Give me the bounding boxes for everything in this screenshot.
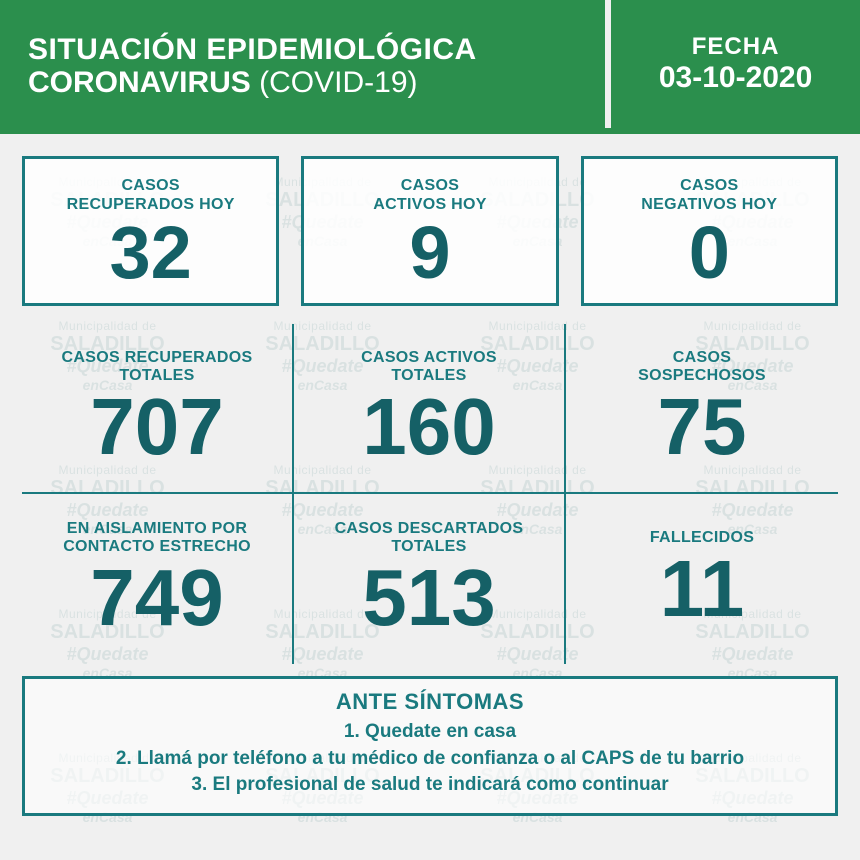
stat-label: CASOS ACTIVOS HOY [373,177,487,214]
fecha-label: FECHA [692,33,780,61]
symptoms-line: 3. El profesional de salud te indicará c… [43,772,817,799]
fecha-value: 03-10-2020 [659,61,812,95]
stat-value: 75 [658,387,747,467]
stat-recovered-today: CASOS RECUPERADOS HOY 32 [22,156,279,306]
header-title-line2-paren: (COVID-19) [259,66,417,99]
stat-isolation: EN AISLAMIENTO POR CONTACTO ESTRECHO 749 [22,494,294,664]
stat-deceased: FALLECIDOS 11 [566,494,838,664]
stat-value: 0 [689,214,730,292]
header-title-line2: CORONAVIRUS (COVID-19) [28,66,577,99]
stat-value: 11 [660,549,745,629]
stat-value: 707 [90,387,223,467]
stat-suspicious: CASOS SOSPECHOSOS 75 [566,324,838,494]
stat-value: 9 [409,214,450,292]
stat-label: CASOS NEGATIVOS HOY [641,177,777,214]
totals-grid: CASOS RECUPERADOS TOTALES 707 CASOS ACTI… [22,324,838,664]
infographic-page: SITUACIÓN EPIDEMIOLÓGICA CORONAVIRUS (CO… [0,0,860,860]
stat-label: CASOS DESCARTADOS TOTALES [335,520,524,557]
header-title-line1: SITUACIÓN EPIDEMIOLÓGICA [28,33,577,66]
symptoms-line: 1. Quedate en casa [43,719,817,746]
today-stats-row: CASOS RECUPERADOS HOY 32 CASOS ACTIVOS H… [0,134,860,316]
stat-value: 32 [110,214,192,292]
header-date-block: FECHA 03-10-2020 [605,0,860,128]
symptoms-box: ANTE SÍNTOMAS 1. Quedate en casa 2. Llam… [22,676,838,816]
stat-label: CASOS RECUPERADOS HOY [67,177,235,214]
symptoms-line: 2. Llamá por teléfono a tu médico de con… [43,746,817,773]
stat-recovered-total: CASOS RECUPERADOS TOTALES 707 [22,324,294,494]
stat-value: 513 [362,558,495,638]
header-title-block: SITUACIÓN EPIDEMIOLÓGICA CORONAVIRUS (CO… [0,0,605,128]
stat-active-today: CASOS ACTIVOS HOY 9 [301,156,558,306]
stat-discarded-total: CASOS DESCARTADOS TOTALES 513 [294,494,566,664]
stat-value: 160 [362,387,495,467]
stat-negative-today: CASOS NEGATIVOS HOY 0 [581,156,838,306]
stat-label: CASOS ACTIVOS TOTALES [361,349,497,386]
symptoms-title: ANTE SÍNTOMAS [43,689,817,715]
stat-label: CASOS RECUPERADOS TOTALES [62,349,253,386]
stat-label: EN AISLAMIENTO POR CONTACTO ESTRECHO [63,520,251,557]
header-title-line2-bold: CORONAVIRUS [28,66,251,99]
stat-value: 749 [90,558,223,638]
stat-active-total: CASOS ACTIVOS TOTALES 160 [294,324,566,494]
header: SITUACIÓN EPIDEMIOLÓGICA CORONAVIRUS (CO… [0,0,860,134]
stat-label: CASOS SOSPECHOSOS [638,349,766,386]
